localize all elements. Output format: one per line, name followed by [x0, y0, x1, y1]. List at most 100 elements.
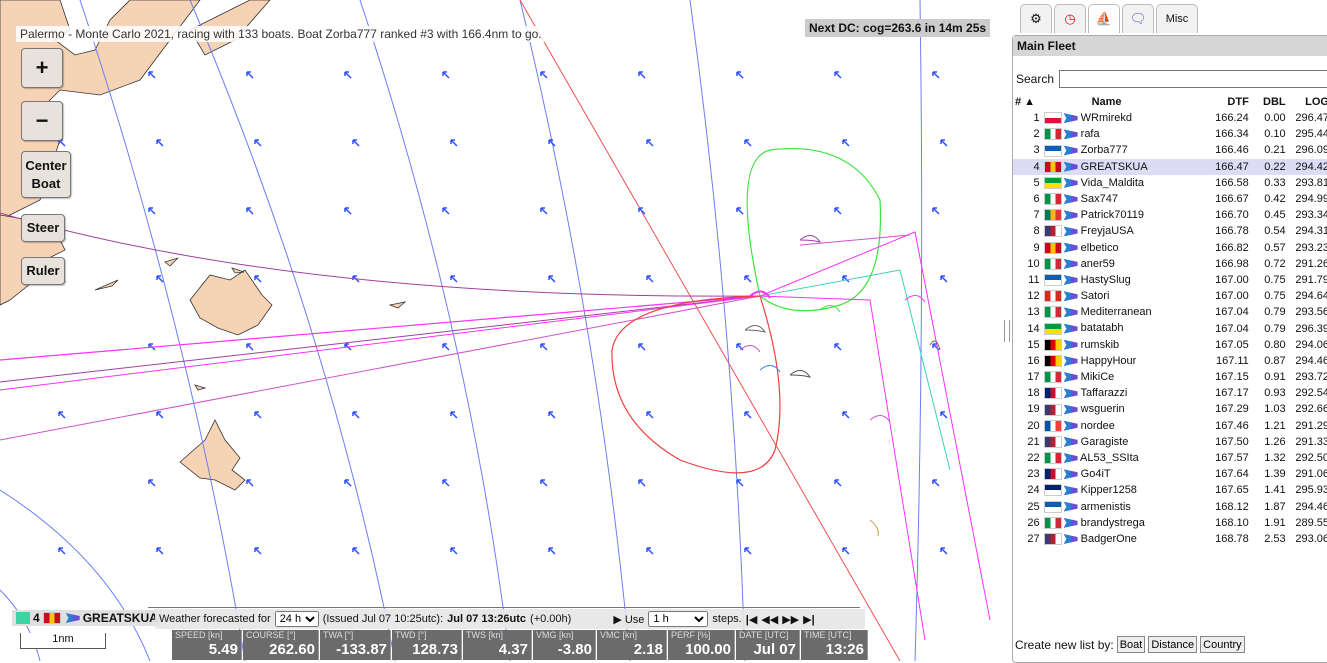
create-by-country-button[interactable]: Country [1200, 636, 1245, 653]
map-canvas[interactable] [0, 0, 1003, 661]
row-name-cell[interactable]: HappyHour [1042, 353, 1208, 369]
fleet-row[interactable]: 15 rumskib 167.05 0.80 294.06 [1013, 337, 1327, 353]
wind-arrow-icon [58, 411, 66, 419]
instrument-7: PERF [%] 100.00 [668, 630, 735, 660]
flag-icon [1043, 306, 1062, 319]
row-name-cell[interactable]: rafa [1042, 126, 1208, 142]
row-name-cell[interactable]: MikiCe [1042, 369, 1208, 385]
fleet-row[interactable]: 6 Sax747 166.67 0.42 294.99 [1013, 191, 1327, 207]
fleet-row[interactable]: 25 armenistis 168.12 1.87 294.46 [1013, 499, 1327, 515]
fleet-row[interactable]: 12 Satori 167.00 0.75 294.64 [1013, 288, 1327, 304]
fleet-row[interactable]: 9 elbetico 166.82 0.57 293.23 [1013, 240, 1327, 256]
fleet-row[interactable]: 7 Patrick70119 166.70 0.45 293.34 [1013, 207, 1327, 223]
row-name-cell[interactable]: brandystrega [1042, 515, 1208, 531]
fleet-row[interactable]: 21 Garagiste 167.50 1.26 291.33 [1013, 434, 1327, 450]
zoom-out-button[interactable]: − [21, 101, 63, 141]
fleet-row[interactable]: 16 HappyHour 167.11 0.87 294.46 [1013, 353, 1327, 369]
row-name-cell[interactable]: rumskib [1042, 337, 1208, 353]
row-name-cell[interactable]: Mediterranean [1042, 304, 1208, 320]
fleet-row[interactable]: 11 HastySlug 167.00 0.75 291.79 [1013, 272, 1327, 288]
row-name-cell[interactable]: WRmirekd [1042, 110, 1208, 126]
fleet-row[interactable]: 26 brandystrega 168.10 1.91 289.55 [1013, 515, 1327, 531]
row-name: WRmirekd [1080, 112, 1132, 125]
nav-first-button[interactable]: |◀ [745, 613, 758, 626]
fleet-row[interactable]: 1 WRmirekd 166.24 0.00 296.47 [1013, 110, 1327, 126]
row-name-cell[interactable]: elbetico [1042, 240, 1208, 256]
row-name-cell[interactable]: nordee [1042, 418, 1208, 434]
search-input[interactable] [1059, 70, 1327, 88]
row-name-cell[interactable]: Satori [1042, 288, 1208, 304]
fleet-row[interactable]: 27 BadgerOne 168.78 2.53 293.06 [1013, 531, 1327, 547]
forecast-timeline[interactable] [148, 597, 860, 608]
fleet-row[interactable]: 17 MikiCe 167.15 0.91 293.72 [1013, 369, 1327, 385]
fleet-row[interactable]: 19 wsguerin 167.29 1.03 292.66 [1013, 401, 1327, 417]
nav-back-button[interactable]: ◀◀ [761, 613, 779, 626]
row-dtf: 166.24 [1215, 112, 1249, 125]
wind-arrow-icon [540, 207, 548, 215]
fleet-row[interactable]: 4 GREATSKUA 166.47 0.22 294.42 [1013, 158, 1327, 175]
row-name-cell[interactable]: GREATSKUA [1041, 158, 1208, 175]
nav-forward-button[interactable]: ▶▶ [782, 613, 800, 626]
tab-fleet[interactable]: ⛵ [1088, 4, 1120, 33]
row-name-cell[interactable]: Kipper1258 [1042, 482, 1208, 498]
fleet-row[interactable]: 10 aner59 166.98 0.72 291.26 [1013, 256, 1327, 272]
instrument-label: COURSE [°] [246, 630, 296, 640]
fleet-row[interactable]: 2 rafa 166.34 0.10 295.44 [1013, 126, 1327, 142]
tab-settings[interactable]: ⚙ [1020, 4, 1052, 33]
row-name-cell[interactable]: Patrick70119 [1042, 207, 1208, 223]
ruler-button[interactable]: Ruler [21, 257, 65, 285]
wind-arrow-icon [842, 411, 850, 419]
wind-arrow-icon [344, 479, 352, 487]
row-name-cell[interactable]: AL53_SSIta [1042, 450, 1208, 466]
fleet-row[interactable]: 22 AL53_SSIta 167.57 1.32 292.50 [1013, 450, 1327, 466]
create-by-boat-button[interactable]: Boat [1116, 636, 1146, 653]
row-dbl: 1.39 [1264, 468, 1286, 481]
row-name-cell[interactable]: Go4iT [1042, 466, 1208, 482]
row-name-cell[interactable]: HastySlug [1042, 272, 1208, 288]
row-name-cell[interactable]: batatabh [1042, 320, 1208, 336]
step-select[interactable]: 1 h [648, 611, 709, 627]
row-name-cell[interactable]: BadgerOne [1042, 531, 1208, 547]
tab-misc[interactable]: Misc [1156, 4, 1198, 33]
flag-icon [1043, 112, 1062, 125]
row-name-cell[interactable]: Vida_Maldita [1042, 175, 1208, 191]
panel-splitter[interactable] [1004, 320, 1010, 342]
center-boat-button[interactable]: Center Boat [21, 151, 71, 198]
row-name-cell[interactable]: Garagiste [1042, 434, 1208, 450]
race-map[interactable]: Palermo - Monte Carlo 2021, racing with … [0, 0, 1003, 661]
tab-clock[interactable]: ◷ [1054, 4, 1086, 33]
row-name-cell[interactable]: FreyjaUSA [1042, 223, 1208, 239]
row-name-cell[interactable]: aner59 [1042, 256, 1208, 272]
col-name[interactable]: Name [1091, 96, 1122, 108]
create-by-distance-button[interactable]: Distance [1148, 636, 1198, 653]
fleet-row[interactable]: 3 Zorba777 166.46 0.21 296.09 [1013, 142, 1327, 158]
create-list-label: Create new list by: [1015, 637, 1114, 652]
fleet-row[interactable]: 20 nordee 167.46 1.21 291.29 [1013, 418, 1327, 434]
row-name-cell[interactable]: armenistis [1042, 499, 1208, 515]
wind-arrow-icon [736, 71, 744, 79]
row-name-cell[interactable]: wsguerin [1042, 401, 1208, 417]
col-dbl[interactable]: DBL [1263, 96, 1286, 108]
tab-chat[interactable]: 🗨 [1122, 4, 1154, 33]
fleet-row[interactable]: 5 Vida_Maldita 166.58 0.33 293.81 [1013, 175, 1327, 191]
col-dtf[interactable]: DTF [1227, 96, 1249, 108]
fleet-row[interactable]: 18 Taffarazzi 167.17 0.93 292.54 [1013, 385, 1327, 401]
hull-icon [1063, 129, 1078, 140]
wind-arrow-icon [548, 139, 556, 147]
wind-arrow-icon [254, 411, 262, 419]
fleet-row[interactable]: 23 Go4iT 167.64 1.39 291.06 [1013, 466, 1327, 482]
route-line [0, 212, 761, 297]
fleet-row[interactable]: 24 Kipper1258 167.65 1.41 295.93 [1013, 482, 1327, 498]
nav-last-button[interactable]: ▶| [803, 613, 815, 626]
row-name-cell[interactable]: Taffarazzi [1042, 385, 1208, 401]
col-rank[interactable]: # ▲ [1015, 96, 1036, 108]
col-log[interactable]: LOG [1305, 96, 1327, 108]
fleet-row[interactable]: 14 batatabh 167.04 0.79 296.39 [1013, 320, 1327, 336]
fleet-row[interactable]: 13 Mediterranean 167.04 0.79 293.56 [1013, 304, 1327, 320]
fleet-row[interactable]: 8 FreyjaUSA 166.78 0.54 294.31 [1013, 223, 1327, 239]
forecast-select[interactable]: 24 h [274, 611, 319, 627]
steer-button[interactable]: Steer [21, 214, 65, 242]
row-name-cell[interactable]: Sax747 [1042, 191, 1208, 207]
row-name-cell[interactable]: Zorba777 [1042, 142, 1208, 158]
zoom-in-button[interactable]: + [21, 48, 63, 88]
